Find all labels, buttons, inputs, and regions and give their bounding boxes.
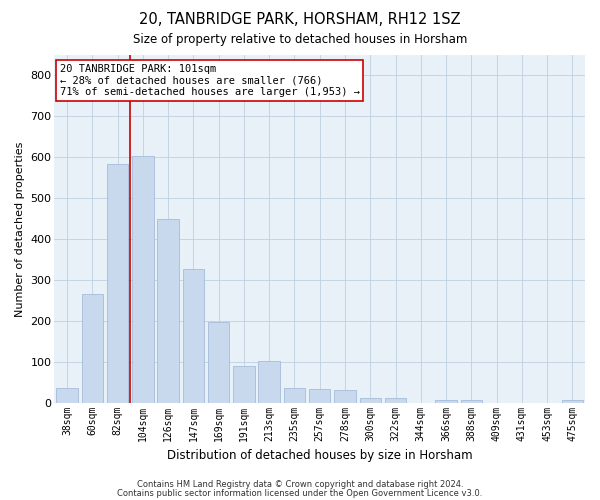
Bar — [334, 390, 356, 403]
Bar — [56, 388, 78, 403]
Bar — [82, 294, 103, 403]
Bar — [233, 366, 254, 403]
Bar — [385, 398, 406, 403]
Bar — [562, 400, 583, 403]
Bar — [284, 388, 305, 403]
Bar — [132, 156, 154, 403]
Bar — [461, 400, 482, 403]
Text: Contains public sector information licensed under the Open Government Licence v3: Contains public sector information licen… — [118, 488, 482, 498]
Y-axis label: Number of detached properties: Number of detached properties — [15, 142, 25, 317]
Bar — [107, 164, 128, 403]
Bar — [208, 322, 229, 403]
Bar — [157, 219, 179, 403]
Text: 20 TANBRIDGE PARK: 101sqm
← 28% of detached houses are smaller (766)
71% of semi: 20 TANBRIDGE PARK: 101sqm ← 28% of detac… — [60, 64, 360, 97]
Text: 20, TANBRIDGE PARK, HORSHAM, RH12 1SZ: 20, TANBRIDGE PARK, HORSHAM, RH12 1SZ — [139, 12, 461, 28]
X-axis label: Distribution of detached houses by size in Horsham: Distribution of detached houses by size … — [167, 450, 473, 462]
Bar — [359, 398, 381, 403]
Text: Contains HM Land Registry data © Crown copyright and database right 2024.: Contains HM Land Registry data © Crown c… — [137, 480, 463, 489]
Bar — [259, 361, 280, 403]
Bar — [436, 400, 457, 403]
Text: Size of property relative to detached houses in Horsham: Size of property relative to detached ho… — [133, 32, 467, 46]
Bar — [309, 389, 331, 403]
Bar — [182, 269, 204, 403]
